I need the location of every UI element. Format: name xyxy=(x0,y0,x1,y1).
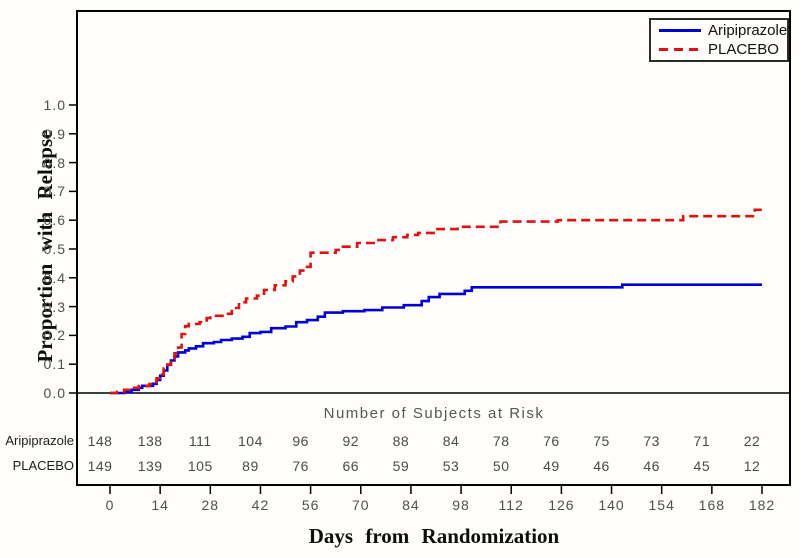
risk-count: 53 xyxy=(442,458,460,474)
legend-entry-placebo: PLACEBO xyxy=(659,40,781,58)
risk-count: 88 xyxy=(392,433,410,449)
plot-frame xyxy=(76,10,791,486)
risk-count: 50 xyxy=(492,458,510,474)
risk-count: 49 xyxy=(543,458,560,474)
risk-count: 12 xyxy=(743,458,761,474)
curve-placebo xyxy=(110,208,764,395)
x-tick-label: 182 xyxy=(748,497,776,513)
risk-count: 73 xyxy=(643,433,660,449)
risk-count: 46 xyxy=(593,458,610,474)
y-tick-label: 0.2 xyxy=(43,327,66,344)
risk-count: 66 xyxy=(342,458,360,474)
y-tick-label: 0.1 xyxy=(43,356,66,373)
risk-count: 84 xyxy=(442,433,460,449)
risk-count: 89 xyxy=(242,458,259,474)
risk-count: 139 xyxy=(137,458,163,474)
solid-line-sample-icon xyxy=(659,29,701,32)
risk-row-label-aripiprazole: Aripiprazole xyxy=(5,433,74,448)
y-tick-label: 0.5 xyxy=(43,241,66,257)
y-tick-label: 1.0 xyxy=(43,97,66,113)
y-tick-label: 0.4 xyxy=(43,269,66,286)
legend-entry-aripiprazole: Aripiprazole xyxy=(659,22,787,39)
x-tick-label: 168 xyxy=(698,497,726,513)
risk-table-title: Number of Subjects at Risk xyxy=(323,405,545,422)
x-tick-label: 0 xyxy=(105,497,115,513)
legend-label: PLACEBO xyxy=(708,40,779,58)
x-tick-label: 98 xyxy=(452,497,470,513)
x-tick-label: 126 xyxy=(548,497,575,513)
risk-count: 111 xyxy=(188,433,212,449)
risk-row-label-placebo: PLACEBO xyxy=(12,458,74,473)
risk-count: 22 xyxy=(743,433,761,449)
x-tick-label: 154 xyxy=(648,497,675,513)
y-tick-label: 0.0 xyxy=(43,385,66,401)
x-tick-label: 14 xyxy=(151,497,169,513)
risk-count: 105 xyxy=(187,458,213,474)
curve-aripiprazole xyxy=(110,283,762,395)
risk-count: 45 xyxy=(693,458,711,474)
dashed-line-sample-icon xyxy=(659,48,701,51)
risk-count: 71 xyxy=(693,433,711,449)
risk-count: 76 xyxy=(292,458,309,474)
y-tick-label: 0.6 xyxy=(43,212,66,229)
x-tick-label: 70 xyxy=(351,497,370,513)
x-tick-label: 140 xyxy=(598,497,625,513)
y-tick-label: 0.3 xyxy=(43,298,66,315)
risk-count: 104 xyxy=(238,433,263,449)
risk-count: 76 xyxy=(543,433,560,449)
x-tick-label: 84 xyxy=(402,497,420,513)
y-tick-label: 0.8 xyxy=(43,154,66,171)
legend-box: Aripiprazole PLACEBO xyxy=(649,18,789,62)
risk-count: 75 xyxy=(593,433,610,449)
y-tick-label: 0.7 xyxy=(43,183,66,200)
x-tick-label: 56 xyxy=(301,497,320,513)
risk-count: 78 xyxy=(492,433,510,449)
risk-count: 149 xyxy=(87,458,113,474)
risk-count: 92 xyxy=(342,433,360,449)
x-tick-label: 42 xyxy=(251,497,270,513)
risk-count: 96 xyxy=(292,433,309,449)
x-tick-label: 112 xyxy=(498,497,524,513)
y-tick-label: 0.9 xyxy=(43,125,66,142)
risk-count: 138 xyxy=(137,433,163,449)
risk-count: 148 xyxy=(87,433,113,449)
x-tick-label: 28 xyxy=(201,497,220,513)
risk-count: 46 xyxy=(643,458,660,474)
x-axis-title: Days from Randomization xyxy=(308,524,560,548)
legend-label: Aripiprazole xyxy=(708,21,788,39)
risk-count: 59 xyxy=(392,458,410,474)
